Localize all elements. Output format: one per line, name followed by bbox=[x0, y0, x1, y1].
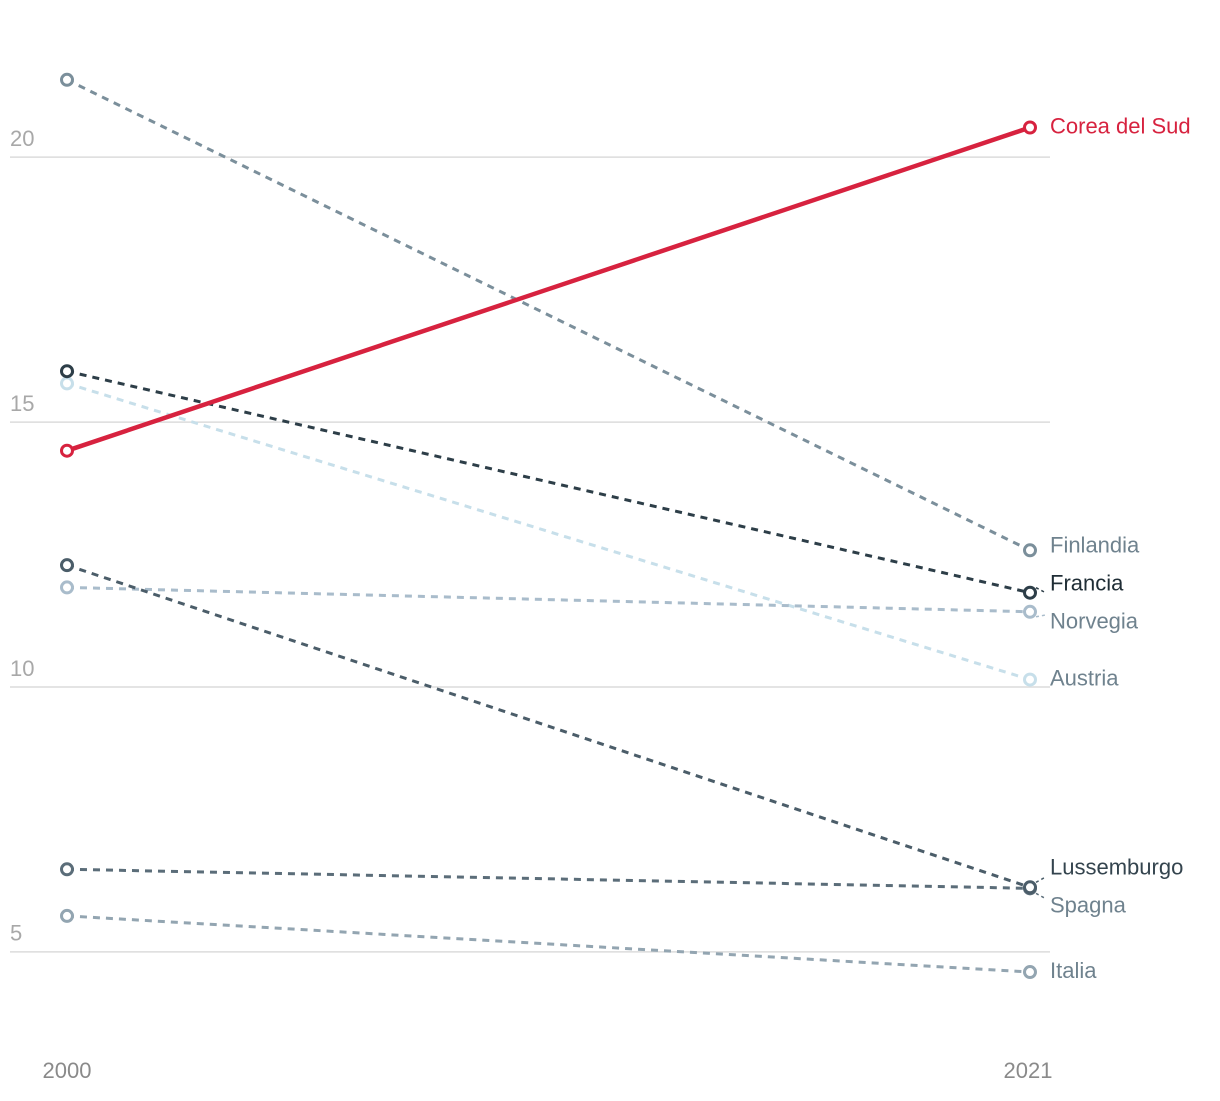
leader-line bbox=[1035, 876, 1047, 883]
series-label: Italia bbox=[1050, 958, 1097, 983]
series-line bbox=[66, 563, 1031, 889]
leader-line bbox=[1035, 614, 1047, 618]
series-line bbox=[66, 914, 1031, 974]
point bbox=[1023, 604, 1037, 619]
series-label: Spagna bbox=[1050, 893, 1127, 918]
series-label: Francia bbox=[1050, 571, 1124, 596]
point bbox=[60, 443, 74, 458]
series-line bbox=[66, 369, 1031, 595]
y-tick-label: 10 bbox=[10, 656, 34, 681]
series-label: Lussemburgo bbox=[1050, 855, 1183, 880]
point bbox=[1023, 880, 1037, 895]
point bbox=[1023, 672, 1037, 687]
point bbox=[1023, 543, 1037, 558]
series-line bbox=[66, 867, 1031, 890]
series-line bbox=[66, 585, 1031, 614]
y-tick-label: 5 bbox=[10, 921, 22, 946]
point bbox=[1023, 965, 1037, 980]
point bbox=[60, 376, 74, 391]
y-tick-label: 15 bbox=[10, 391, 34, 416]
point bbox=[60, 364, 74, 379]
y-tick-label: 20 bbox=[10, 126, 34, 151]
series-label: Norvegia bbox=[1050, 609, 1139, 634]
point bbox=[60, 558, 74, 573]
point bbox=[60, 862, 74, 877]
x-tick-label: 2000 bbox=[43, 1058, 92, 1083]
leader-line bbox=[1035, 587, 1047, 594]
leader-line bbox=[1035, 892, 1047, 900]
series-label: Austria bbox=[1050, 665, 1119, 690]
point bbox=[1023, 120, 1037, 135]
point bbox=[60, 580, 74, 595]
series-line bbox=[66, 78, 1031, 552]
x-tick-label: 2021 bbox=[1004, 1058, 1053, 1083]
series-label: Corea del Sud bbox=[1050, 113, 1191, 138]
series-line bbox=[66, 381, 1031, 682]
series-line bbox=[66, 125, 1031, 453]
point bbox=[60, 72, 74, 87]
point bbox=[60, 908, 74, 923]
series-label: Finlandia bbox=[1050, 533, 1140, 558]
point bbox=[1023, 585, 1037, 600]
